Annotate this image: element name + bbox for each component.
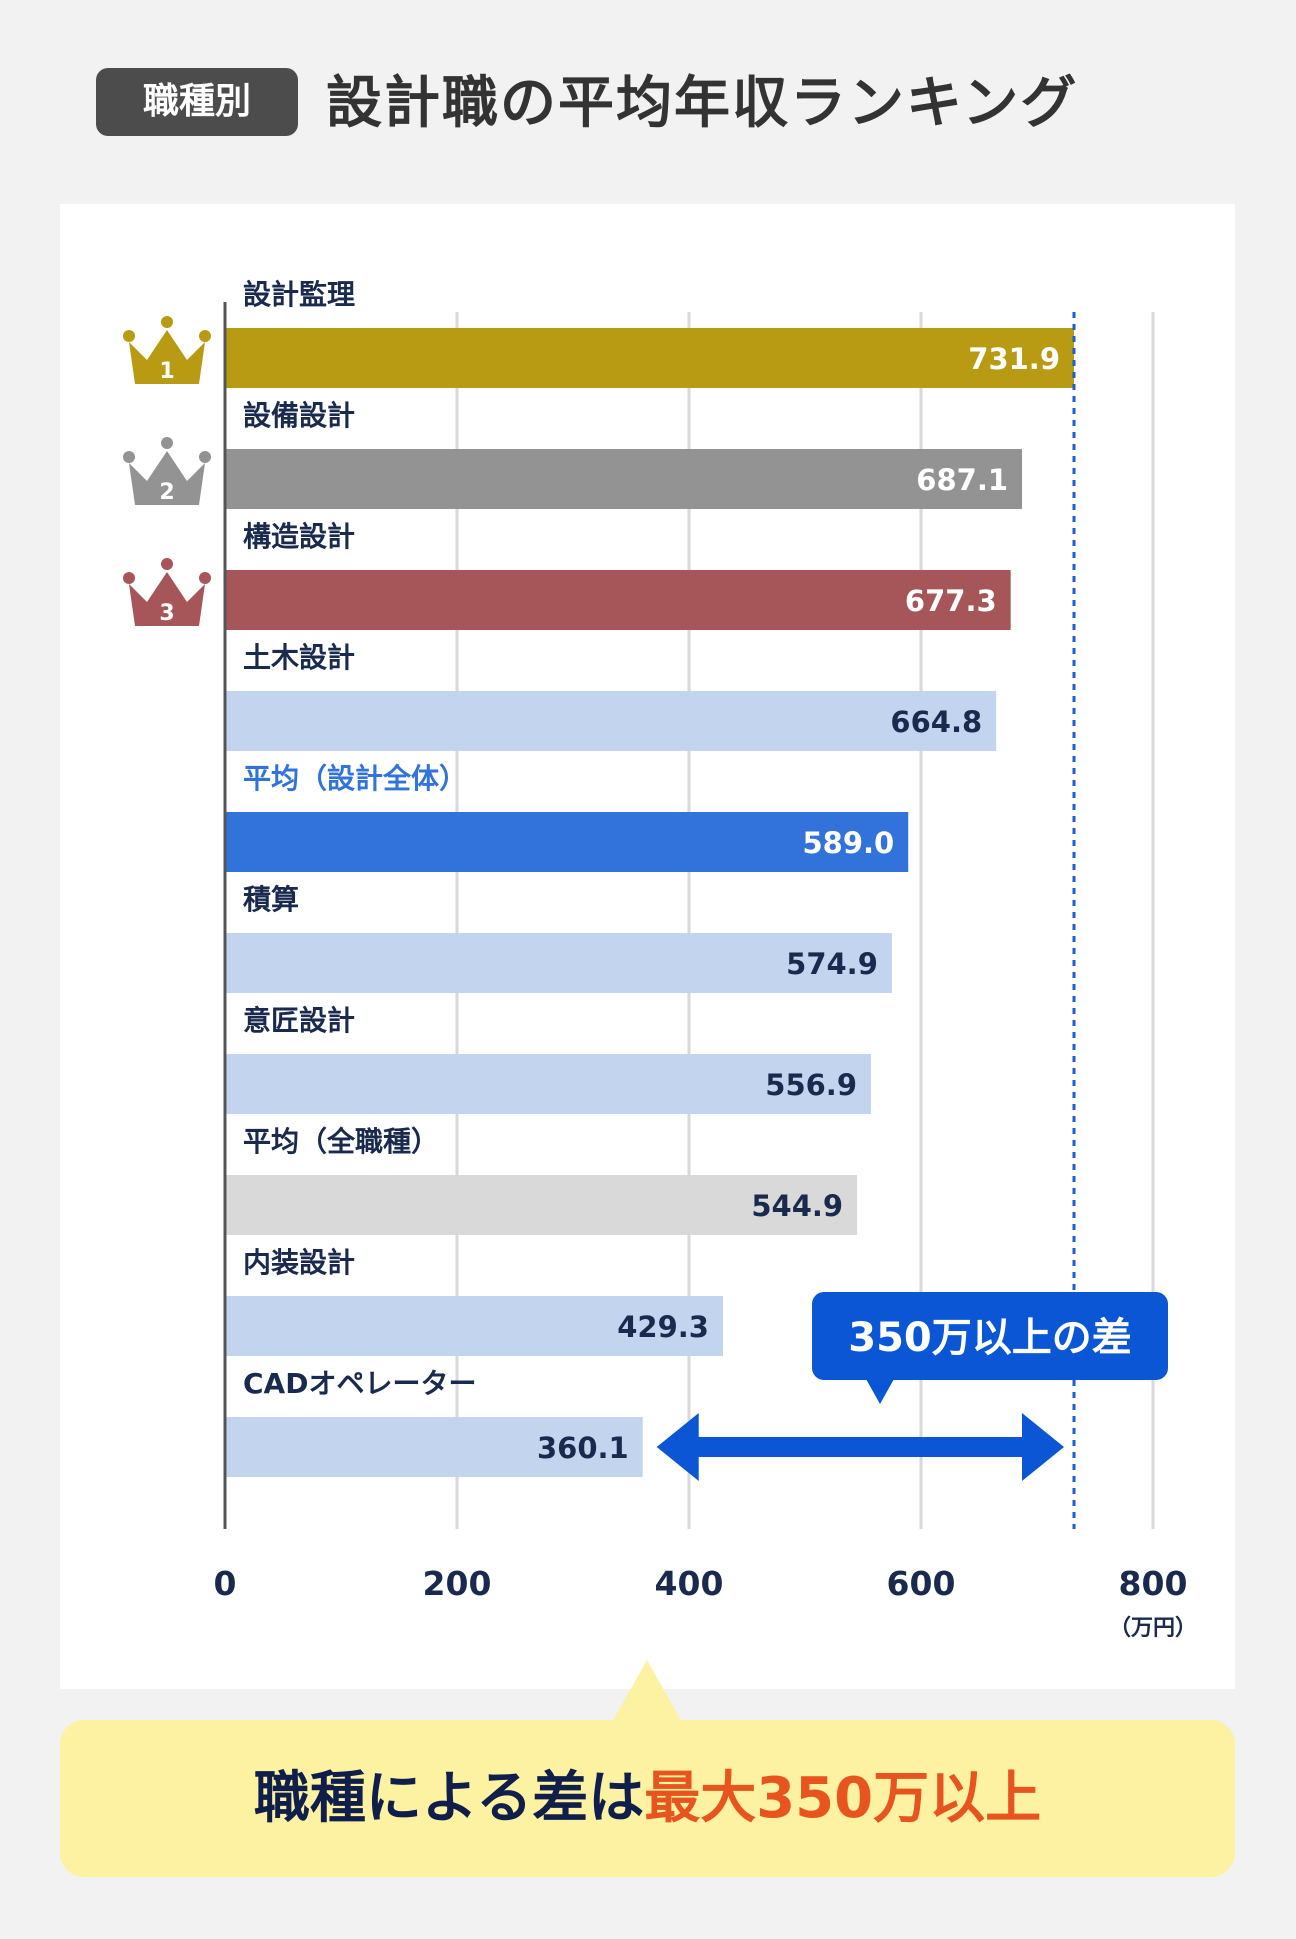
chart-panel: 設計監理 731.9 設備設計 687.1 構造設計 677.3 土木設計 664.8 平均（設… — [60, 204, 1235, 1689]
crown-jewel — [199, 572, 211, 584]
x-tick-label: 0 — [214, 1564, 237, 1603]
value-label: 429.3 — [617, 1310, 709, 1344]
crown-jewel — [161, 437, 173, 449]
bar-chart: 設計監理 731.9 設備設計 687.1 構造設計 677.3 土木設計 664.8 平均（設… — [123, 278, 1197, 1641]
difference-arrow — [656, 1413, 1065, 1481]
crown-jewel — [161, 558, 173, 570]
value-label: 589.0 — [803, 826, 895, 860]
bar — [225, 1054, 872, 1114]
rank-number: 3 — [159, 601, 174, 626]
value-label: 556.9 — [765, 1068, 857, 1102]
callout-tail — [612, 1660, 682, 1722]
crown-icon — [129, 572, 205, 626]
callout-prefix: 職種による差は — [253, 1766, 645, 1831]
summary-callout: 職種による差は最大350万以上 — [60, 1720, 1235, 1877]
x-tick-label: 600 — [887, 1564, 956, 1603]
callout-highlight: 最大350万以上 — [644, 1766, 1042, 1831]
rank-number: 2 — [159, 480, 174, 505]
category-tag: 職種別 — [96, 68, 298, 136]
crown-jewel — [123, 330, 135, 342]
crown-jewel — [161, 316, 173, 328]
rank-number: 1 — [159, 359, 174, 384]
value-label: 360.1 — [537, 1431, 629, 1465]
category-label: 構造設計 — [243, 520, 355, 553]
header: 職種別 設計職の平均年収ランキング — [0, 64, 1296, 144]
crown-jewel — [199, 330, 211, 342]
x-tick-label: 200 — [423, 1564, 492, 1603]
crown-icon — [129, 451, 205, 505]
category-label: 平均（全職種） — [243, 1125, 439, 1158]
page-title: 設計職の平均年収ランキング — [326, 71, 1079, 136]
crown-icon — [129, 330, 205, 384]
x-tick-label: 400 — [655, 1564, 724, 1603]
category-label: 設備設計 — [243, 399, 355, 432]
bar — [225, 812, 909, 872]
crown-jewel — [199, 451, 211, 463]
category-label: CADオペレーター — [243, 1367, 476, 1400]
x-tick-label: 800 — [1119, 1564, 1188, 1603]
bar — [225, 570, 1011, 630]
bar — [225, 328, 1075, 388]
bar — [225, 1296, 723, 1356]
crown-jewel — [123, 451, 135, 463]
value-label: 664.8 — [890, 705, 982, 739]
bar — [225, 1175, 858, 1235]
value-label: 731.9 — [968, 342, 1060, 376]
value-label: 544.9 — [751, 1189, 843, 1223]
annotation-bubble — [812, 1292, 1168, 1380]
unit-label: （万円） — [1109, 1616, 1197, 1641]
bar — [225, 449, 1023, 509]
value-label: 574.9 — [786, 947, 878, 981]
annotation-text: 350万以上の差 — [848, 1315, 1132, 1361]
category-label: 土木設計 — [243, 641, 355, 674]
category-label: 内装設計 — [243, 1246, 355, 1279]
bar — [225, 1417, 643, 1477]
value-label: 687.1 — [916, 463, 1008, 497]
category-label: 平均（設計全体） — [243, 762, 467, 795]
value-label: 677.3 — [905, 584, 997, 618]
bar — [225, 691, 997, 751]
category-label: 意匠設計 — [243, 1004, 355, 1037]
crown-jewel — [123, 572, 135, 584]
annotation-bubble-tail — [866, 1379, 894, 1404]
bar — [225, 933, 892, 993]
category-label: 設計監理 — [243, 278, 355, 311]
category-label: 積算 — [243, 883, 299, 916]
